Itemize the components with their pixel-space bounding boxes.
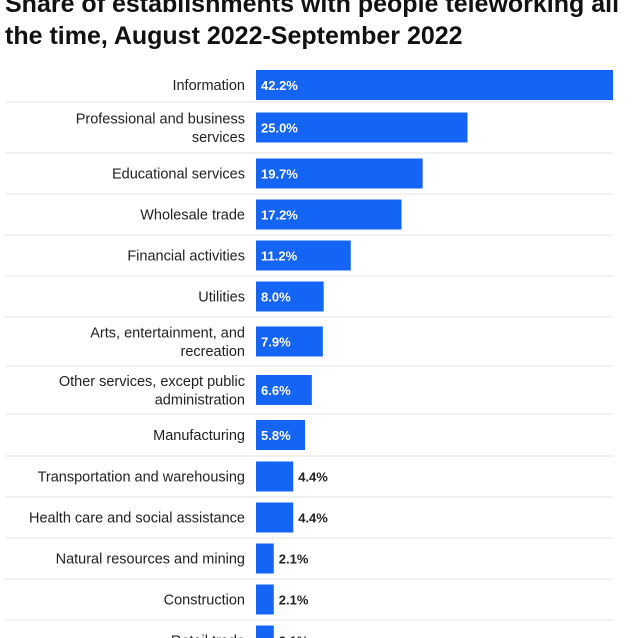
category-label: Information [172,78,245,94]
category-label: Manufacturing [153,428,245,444]
value-label: 4.4% [298,470,328,485]
value-label: 5.8% [261,428,291,443]
bar [256,158,423,189]
bar [256,584,274,615]
value-label: 2.1% [279,593,309,608]
category-label: Wholesale trade [140,208,245,224]
bar [256,420,306,450]
value-label: 6.6% [261,383,291,398]
category-label: Utilities [198,290,245,306]
category-label: Natural resources and mining [56,552,245,568]
value-label: 2.1% [279,634,309,638]
bar [256,461,294,492]
category-label: Transportation and warehousing [38,470,245,486]
bar [256,281,324,312]
bar [256,70,613,100]
category-label: Educational services [112,167,245,183]
category-label: Arts, entertainment, and recreation [90,325,245,360]
value-label: 8.0% [261,290,291,305]
value-label: 7.9% [261,335,291,350]
bar [256,240,351,271]
category-label: Retail trade [171,634,245,638]
bar [256,326,323,357]
bar [256,502,294,533]
chart-title: Share of establishments with people tele… [5,0,620,50]
value-label: 42.2% [261,78,298,93]
bar [256,543,274,574]
value-label: 19.7% [261,167,298,182]
value-label: 17.2% [261,208,298,223]
bar [256,199,402,230]
category-label: Other services, except public administrat… [59,374,245,409]
category-label: Construction [164,593,245,609]
value-label: 2.1% [279,552,309,567]
category-label: Financial activities [127,249,245,265]
value-label: 4.4% [298,511,328,526]
value-label: 25.0% [261,121,298,136]
bar [256,112,468,143]
category-label: Professional and business services [76,111,245,146]
bar [256,625,274,638]
bar [256,375,312,405]
category-label: Health care and social assistance [29,511,245,527]
value-label: 11.2% [261,249,298,264]
